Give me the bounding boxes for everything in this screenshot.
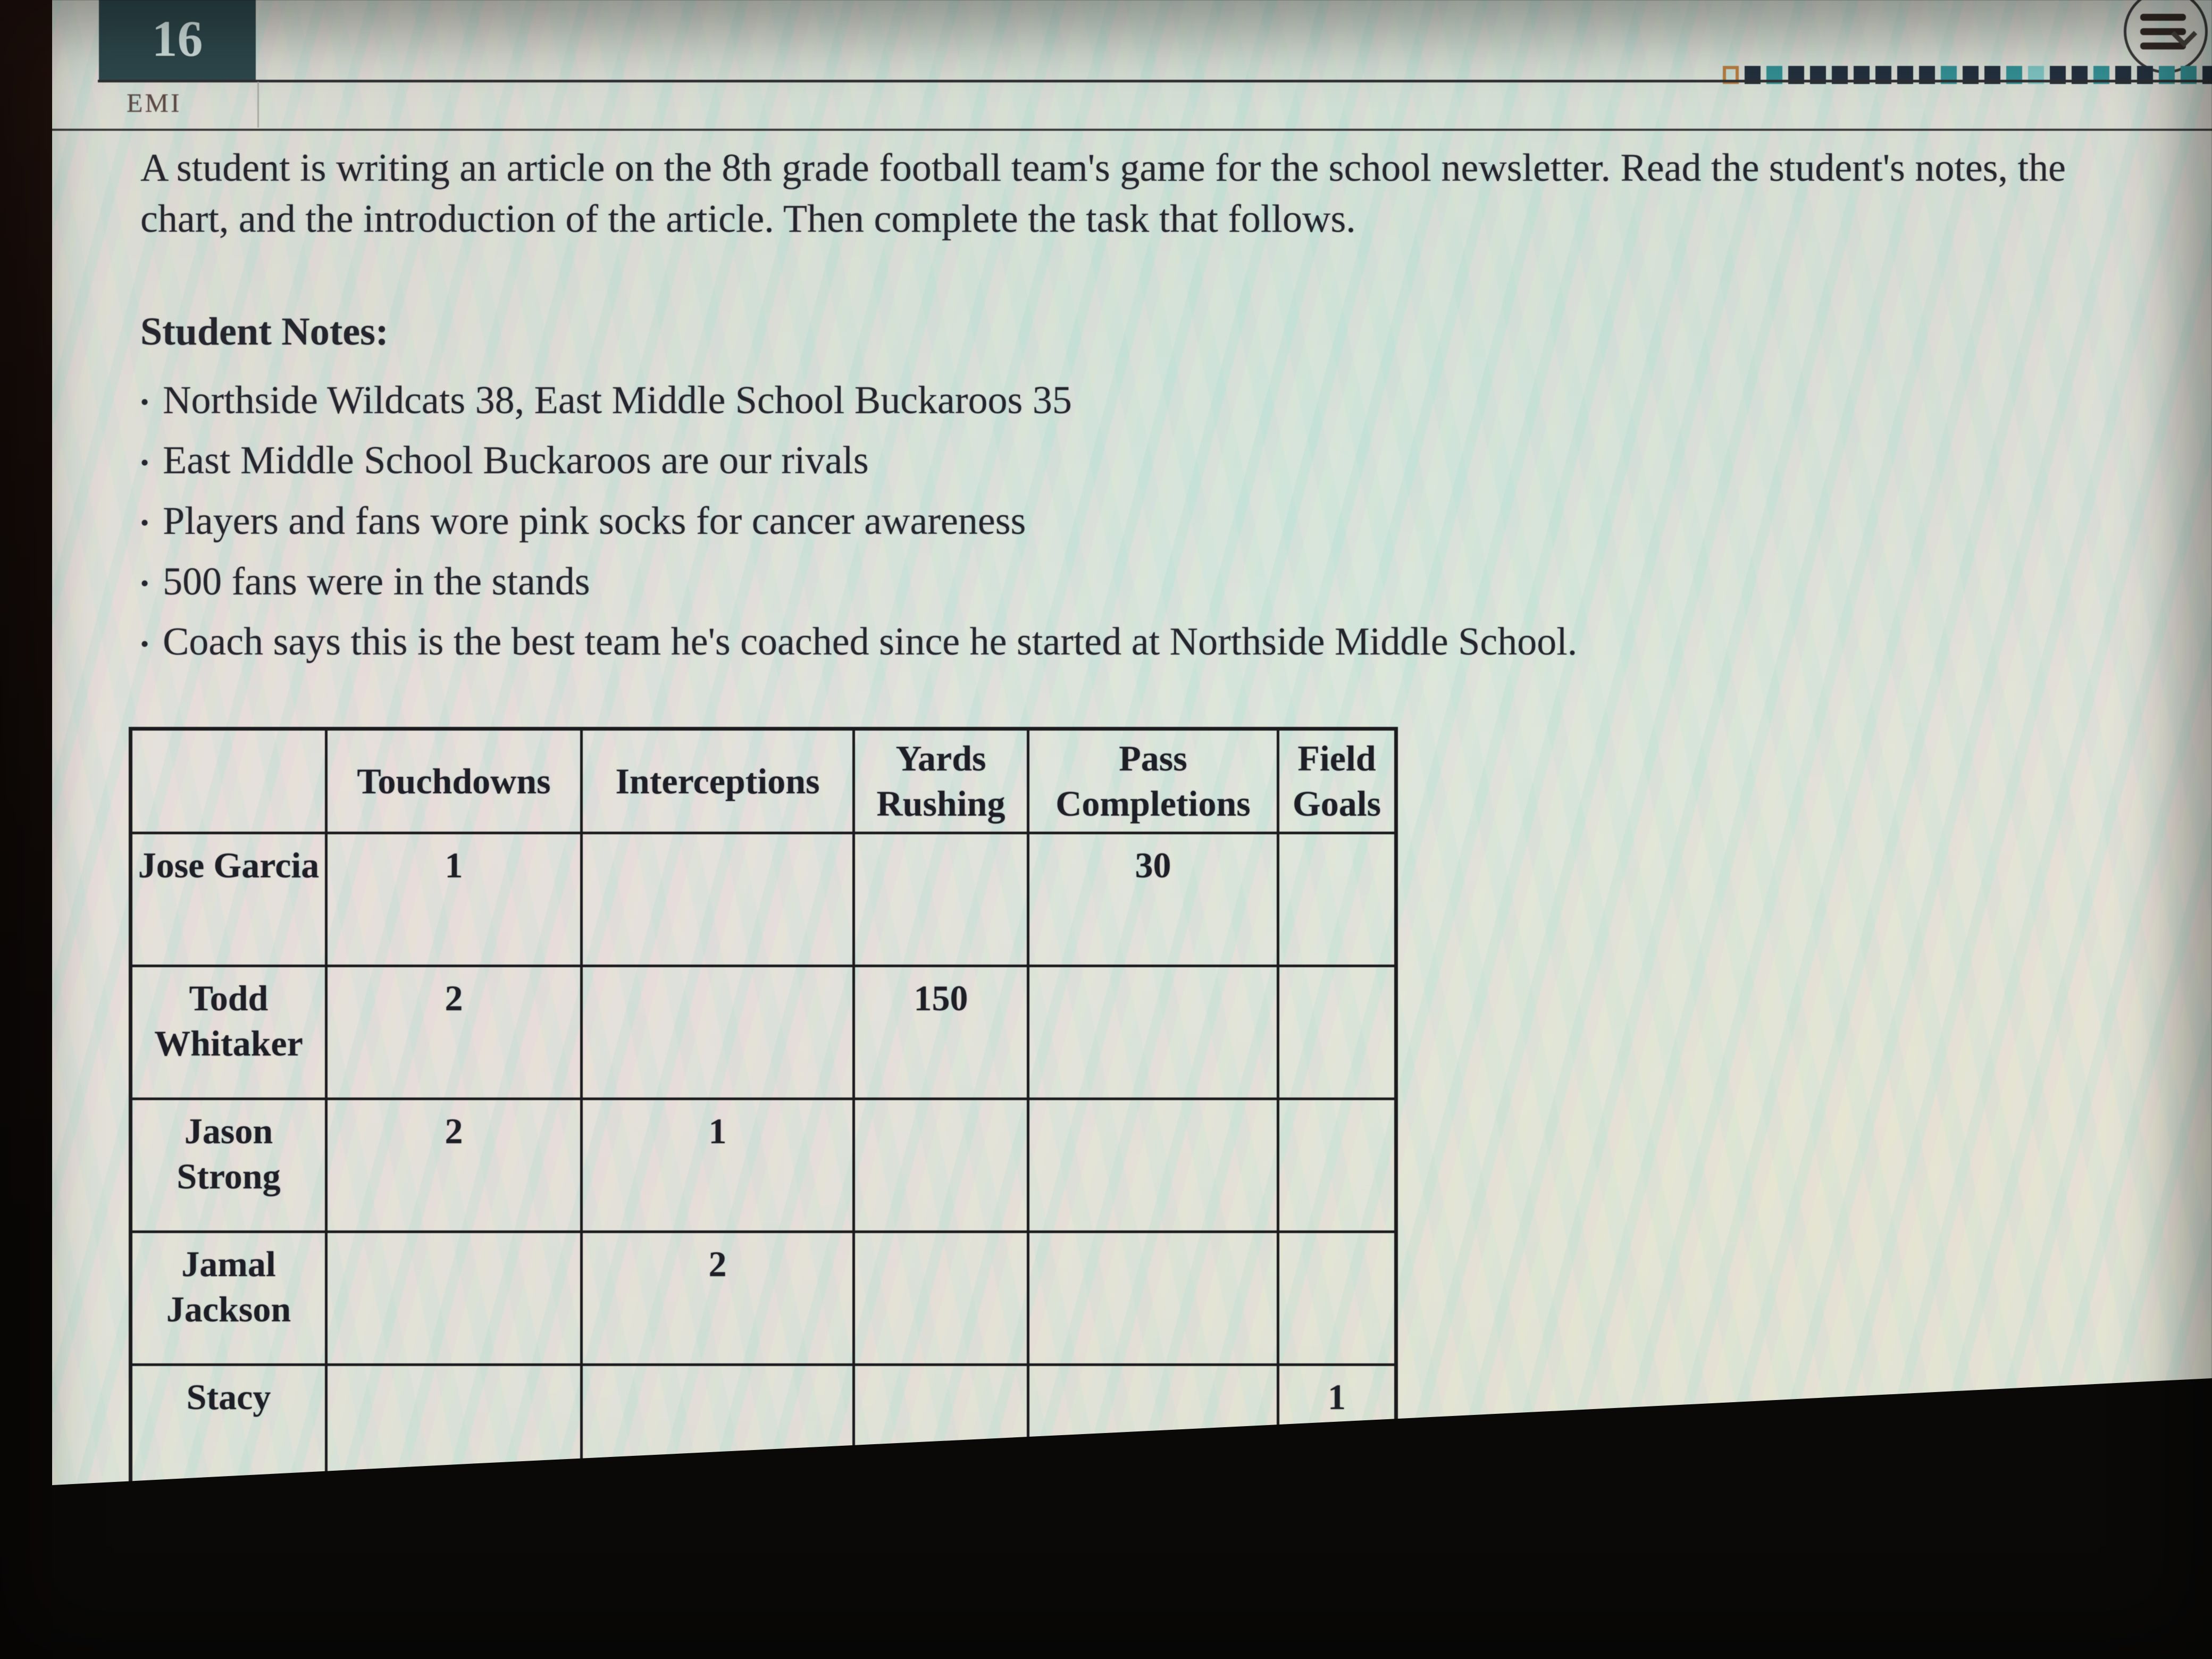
table-row: Jose Garcia 1 30 [129,832,1397,967]
player-name-cell: Todd Whitaker [129,965,328,1100]
note-item: 500 fans were in the stands [140,561,2172,603]
table-row: Jason Strong 2 1 [129,1097,1397,1233]
student-notes-list: Northside Wildcats 38, East Middle Schoo… [140,380,2172,663]
player-name-cell: Jamal Jackson [129,1230,328,1366]
stat-cell: 2 [580,1230,855,1366]
progress-square-current[interactable] [1723,66,1739,84]
corner-header-cell [129,727,328,834]
student-notes-heading: Student Notes: [140,310,389,354]
column-header-touchdowns: Touchdowns [325,727,583,834]
player-name-cell: Jose Garcia [129,832,328,967]
stat-cell: 1 [580,1097,855,1233]
section-label: EMI [127,88,182,118]
table-header-row: Touchdowns Interceptions Yards Rushing P… [129,727,1397,834]
stat-cell [1027,1230,1279,1366]
column-header-pass-completions: Pass Completions [1027,727,1279,834]
progress-square-dark[interactable] [2202,66,2212,84]
section-tab-divider [257,82,259,128]
stat-cell [1027,1097,1279,1233]
question-number-badge: 16 [99,0,256,81]
note-item: East Middle School Buckaroos are our riv… [140,440,2172,482]
stat-cell [325,1230,583,1366]
player-name-cell: Jason Strong [129,1097,328,1233]
stat-cell: 30 [1027,832,1279,967]
player-stats-table: Touchdowns Interceptions Yards Rushing P… [129,727,1398,1499]
stat-cell [580,965,855,1100]
hamburger-menu-icon [2140,42,2186,49]
stat-cell: 150 [852,965,1029,1100]
header-divider [98,80,2212,82]
stat-cell [852,1230,1029,1366]
hamburger-menu-icon [2140,13,2186,21]
stat-cell: 1 [325,832,583,967]
stat-cell [1277,965,1397,1100]
hamburger-menu-icon [2140,28,2186,35]
stat-cell [1277,1097,1397,1233]
column-header-yards-rushing: Yards Rushing [852,727,1029,834]
note-item: Coach says this is the best team he's co… [140,622,2172,663]
table-row: Jamal Jackson 2 [129,1230,1397,1366]
subheader-divider [51,129,2212,131]
stat-cell: 2 [325,965,583,1100]
stat-cell: 2 [325,1097,583,1233]
stat-cell [852,1097,1029,1233]
question-prompt: A student is writing an article on the 8… [140,146,2066,241]
stat-cell [580,832,855,967]
note-item: Players and fans wore pink socks for can… [140,500,2172,542]
table-row: Todd Whitaker 2 150 [129,965,1397,1100]
photo-dark-left-edge [0,0,52,1659]
stat-cell [1277,832,1397,967]
menu-button[interactable] [2124,0,2208,73]
question-content: A student is writing an article on the 8… [129,143,2172,1499]
column-header-field-goals: Field Goals [1277,727,1397,834]
note-item: Northside Wildcats 38, East Middle Schoo… [140,380,2172,422]
stat-cell [1277,1230,1397,1366]
stat-cell [852,832,1029,967]
stat-cell [1027,965,1279,1100]
column-header-interceptions: Interceptions [580,727,855,834]
